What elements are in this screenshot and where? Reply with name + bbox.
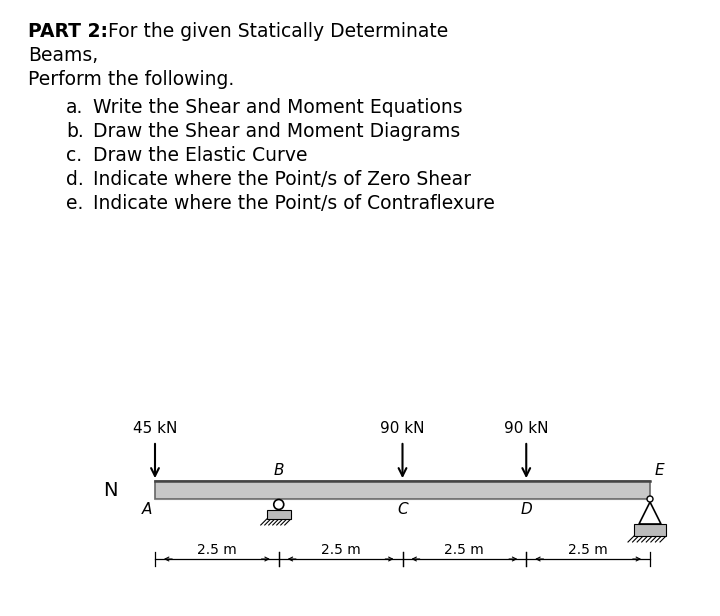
Circle shape <box>274 500 284 509</box>
Text: 2.5 m: 2.5 m <box>444 543 485 557</box>
Text: Perform the following.: Perform the following. <box>28 70 234 89</box>
Text: For the given Statically Determinate: For the given Statically Determinate <box>108 22 449 41</box>
Text: a.: a. <box>66 98 84 117</box>
Text: c.: c. <box>66 146 82 165</box>
Text: 90 kN: 90 kN <box>380 421 425 436</box>
Text: C: C <box>397 502 408 517</box>
Text: PART 2:: PART 2: <box>28 22 108 41</box>
Text: Indicate where the Point/s of Contraflexure: Indicate where the Point/s of Contraflex… <box>93 194 495 213</box>
Text: 2.5 m: 2.5 m <box>568 543 608 557</box>
Text: 90 kN: 90 kN <box>504 421 549 436</box>
Text: Draw the Shear and Moment Diagrams: Draw the Shear and Moment Diagrams <box>93 122 460 141</box>
Text: D: D <box>521 502 532 517</box>
Bar <box>634 524 666 536</box>
Text: 45 kN: 45 kN <box>132 421 177 436</box>
Text: A: A <box>142 502 152 517</box>
Text: e.: e. <box>66 194 84 213</box>
Text: b.: b. <box>66 122 84 141</box>
Text: Beams,: Beams, <box>28 46 98 65</box>
Text: N: N <box>103 480 117 500</box>
Text: B: B <box>274 463 284 478</box>
Text: Indicate where the Point/s of Zero Shear: Indicate where the Point/s of Zero Shear <box>93 170 471 189</box>
Bar <box>266 510 291 519</box>
Text: E: E <box>655 463 665 478</box>
Text: 2.5 m: 2.5 m <box>197 543 237 557</box>
Bar <box>155 481 650 499</box>
Polygon shape <box>639 502 661 524</box>
Circle shape <box>647 496 653 502</box>
Text: Draw the Elastic Curve: Draw the Elastic Curve <box>93 146 307 165</box>
Text: d.: d. <box>66 170 84 189</box>
Text: 2.5 m: 2.5 m <box>320 543 361 557</box>
Text: Write the Shear and Moment Equations: Write the Shear and Moment Equations <box>93 98 463 117</box>
